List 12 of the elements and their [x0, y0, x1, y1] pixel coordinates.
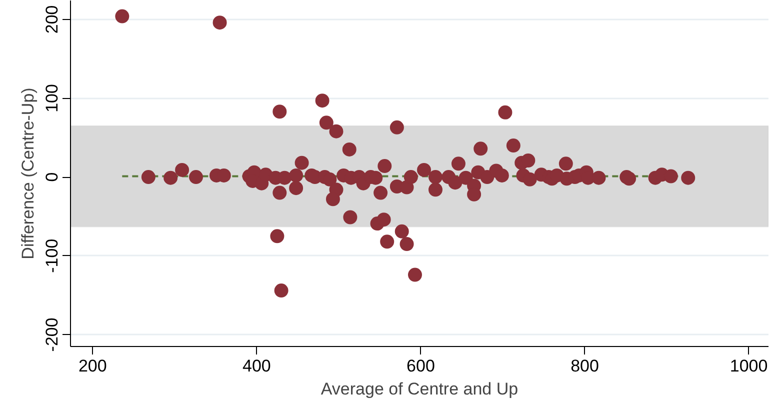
- y-tick-label: 100: [42, 84, 62, 112]
- x-tick-label: 800: [570, 356, 599, 376]
- y-tick-label: -100: [42, 238, 62, 273]
- x-axis-title: Average of Centre and Up: [320, 380, 518, 398]
- x-tick-label: 200: [78, 356, 107, 376]
- y-tick-label: -200: [42, 318, 62, 352]
- x-tick-label: 400: [242, 356, 271, 376]
- y-axis-title: Difference (Centre-Up): [18, 88, 38, 260]
- y-tick-label: 200: [42, 5, 62, 34]
- x-tick-label: 1000: [730, 356, 768, 376]
- x-tick-label: 600: [406, 356, 435, 376]
- y-tick-label: 0: [42, 172, 62, 182]
